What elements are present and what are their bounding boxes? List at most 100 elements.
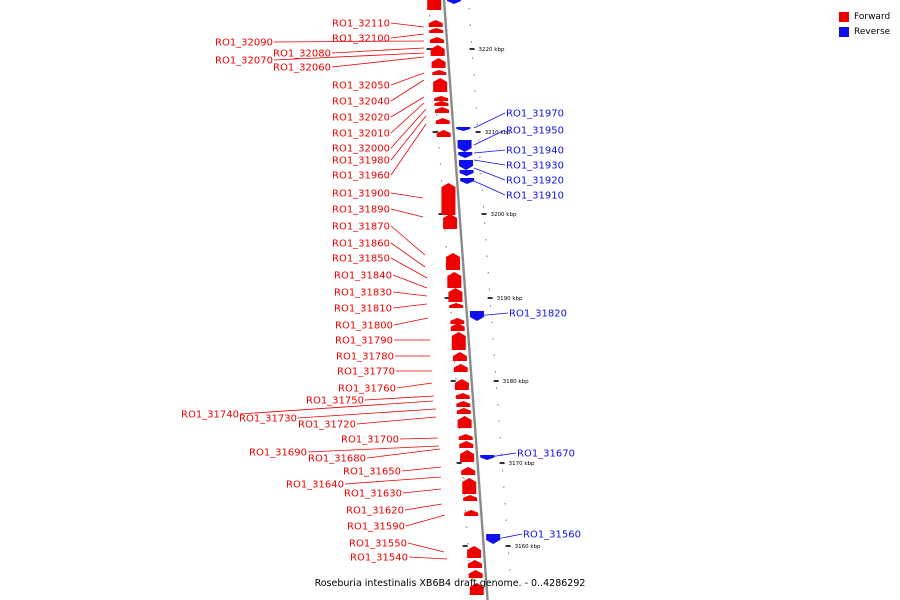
minor-tick xyxy=(480,173,482,175)
forward-gene-label[interactable]: RO1_31630 xyxy=(344,489,402,500)
forward-gene-label[interactable]: RO1_31620 xyxy=(346,506,404,517)
scale-tick-mark xyxy=(444,297,450,299)
reverse-gene-label[interactable]: RO1_31940 xyxy=(506,146,564,157)
forward-gene-glyph xyxy=(434,96,449,101)
forward-gene-label[interactable]: RO1_32010 xyxy=(332,129,390,140)
minor-tick xyxy=(438,147,440,149)
forward-gene-label[interactable]: RO1_31770 xyxy=(337,367,395,378)
legend-label-forward: Forward xyxy=(854,11,891,22)
forward-gene-glyph xyxy=(432,70,447,75)
forward-gene-label[interactable]: RO1_32070 xyxy=(215,56,273,67)
forward-gene-label[interactable]: RO1_31870 xyxy=(332,222,390,233)
forward-gene-glyph xyxy=(462,478,477,494)
forward-gene-label[interactable]: RO1_32080 xyxy=(273,49,331,60)
scale-tick-mark xyxy=(481,213,487,215)
reverse-gene-glyph xyxy=(456,127,471,131)
forward-gene-label[interactable]: RO1_31680 xyxy=(308,454,366,465)
reverse-gene-label[interactable]: RO1_31560 xyxy=(523,530,581,541)
minor-tick xyxy=(476,123,478,125)
forward-gene-label[interactable]: RO1_31700 xyxy=(341,435,399,446)
forward-gene-glyph xyxy=(464,510,479,516)
minor-tick xyxy=(496,387,498,389)
forward-gene-label[interactable]: RO1_31740 xyxy=(181,410,239,421)
forward-gene-label[interactable]: RO1_31640 xyxy=(286,480,344,491)
reverse-gene-glyph xyxy=(457,140,472,152)
scale-tick-mark xyxy=(487,297,493,299)
minor-tick xyxy=(474,90,476,92)
forward-gene-label[interactable]: RO1_31900 xyxy=(332,189,390,200)
forward-gene-label[interactable]: RO1_31850 xyxy=(332,254,390,265)
scale-tick-mark xyxy=(499,462,505,464)
forward-gene-label[interactable]: RO1_32050 xyxy=(332,81,390,92)
forward-gene-glyph xyxy=(441,183,456,215)
forward-gene-glyph xyxy=(447,272,462,288)
reverse-gene-label[interactable]: RO1_31910 xyxy=(506,191,564,202)
forward-gene-label[interactable]: RO1_32040 xyxy=(332,97,390,108)
reverse-gene-label[interactable]: RO1_31920 xyxy=(506,176,564,187)
forward-leader-line xyxy=(390,33,425,39)
minor-tick xyxy=(490,305,492,307)
scale-tick-mark xyxy=(469,48,475,50)
scale-tick-mark xyxy=(450,380,456,382)
forward-gene-label[interactable]: RO1_32020 xyxy=(332,113,390,124)
forward-gene-label[interactable]: RO1_31800 xyxy=(335,321,393,332)
reverse-gene-label[interactable]: RO1_31670 xyxy=(517,449,575,460)
forward-gene-label[interactable]: RO1_31810 xyxy=(334,304,392,315)
minor-tick xyxy=(437,130,439,132)
forward-leader-line xyxy=(405,514,446,527)
forward-gene-glyph xyxy=(456,401,471,407)
reverse-gene-label[interactable]: RO1_31950 xyxy=(506,126,564,137)
forward-gene-label[interactable]: RO1_31730 xyxy=(239,414,297,425)
forward-leader-line xyxy=(402,488,442,494)
forward-gene-label[interactable]: RO1_31960 xyxy=(332,171,390,182)
forward-gene-label[interactable]: RO1_32100 xyxy=(332,34,390,45)
forward-gene-label[interactable]: RO1_31760 xyxy=(338,384,396,395)
forward-leader-line xyxy=(401,466,442,472)
forward-leader-line xyxy=(392,274,428,289)
forward-gene-label[interactable]: RO1_31860 xyxy=(332,239,390,250)
forward-gene-label[interactable]: RO1_31790 xyxy=(335,336,393,347)
forward-gene-label[interactable]: RO1_31720 xyxy=(298,420,356,431)
forward-gene-label[interactable]: RO1_31830 xyxy=(334,288,392,299)
forward-gene-glyph xyxy=(456,408,471,414)
forward-gene-label[interactable]: RO1_31550 xyxy=(349,539,407,550)
forward-gene-label[interactable]: RO1_31840 xyxy=(334,271,392,282)
forward-gene-glyph xyxy=(443,214,458,229)
forward-gene-glyph xyxy=(453,364,468,372)
reverse-leader-line xyxy=(473,167,506,181)
forward-gene-glyph xyxy=(430,45,445,56)
forward-leader-line xyxy=(344,476,442,485)
forward-gene-label[interactable]: RO1_32110 xyxy=(332,19,390,30)
minor-tick xyxy=(467,543,469,545)
forward-gene-label[interactable]: RO1_31780 xyxy=(336,352,394,363)
forward-gene-label[interactable]: RO1_32090 xyxy=(215,38,273,49)
minor-tick xyxy=(479,156,481,158)
reverse-gene-label[interactable]: RO1_31820 xyxy=(509,309,567,320)
reverse-swatch xyxy=(839,26,849,37)
forward-gene-label[interactable]: RO1_31540 xyxy=(350,553,408,564)
forward-gene-glyph xyxy=(434,101,449,106)
forward-leader-line xyxy=(390,123,427,176)
reverse-gene-glyph xyxy=(458,160,473,170)
reverse-leader-line xyxy=(475,312,509,317)
forward-gene-label[interactable]: RO1_31750 xyxy=(306,396,364,407)
forward-gene-label[interactable]: RO1_31690 xyxy=(249,448,307,459)
scale-tick-mark xyxy=(505,545,511,547)
reverse-gene-label[interactable]: RO1_31970 xyxy=(506,109,564,120)
forward-gene-glyph xyxy=(452,352,467,361)
forward-gene-label[interactable]: RO1_31980 xyxy=(332,156,390,167)
forward-gene-label[interactable]: RO1_31650 xyxy=(343,467,401,478)
forward-leader-line xyxy=(390,72,425,86)
forward-leader-line xyxy=(307,445,440,453)
minor-tick xyxy=(485,239,487,241)
reverse-gene-label[interactable]: RO1_31930 xyxy=(506,161,564,172)
scale-tick-label: 3200 kbp xyxy=(491,212,517,218)
reverse-leader-line xyxy=(473,149,506,154)
forward-gene-label[interactable]: RO1_32060 xyxy=(273,63,331,74)
minor-tick xyxy=(468,8,470,10)
forward-gene-label[interactable]: RO1_31890 xyxy=(332,205,390,216)
minor-tick xyxy=(454,361,456,363)
forward-gene-label[interactable]: RO1_32000 xyxy=(332,144,390,155)
forward-gene-label[interactable]: RO1_31590 xyxy=(347,522,405,533)
